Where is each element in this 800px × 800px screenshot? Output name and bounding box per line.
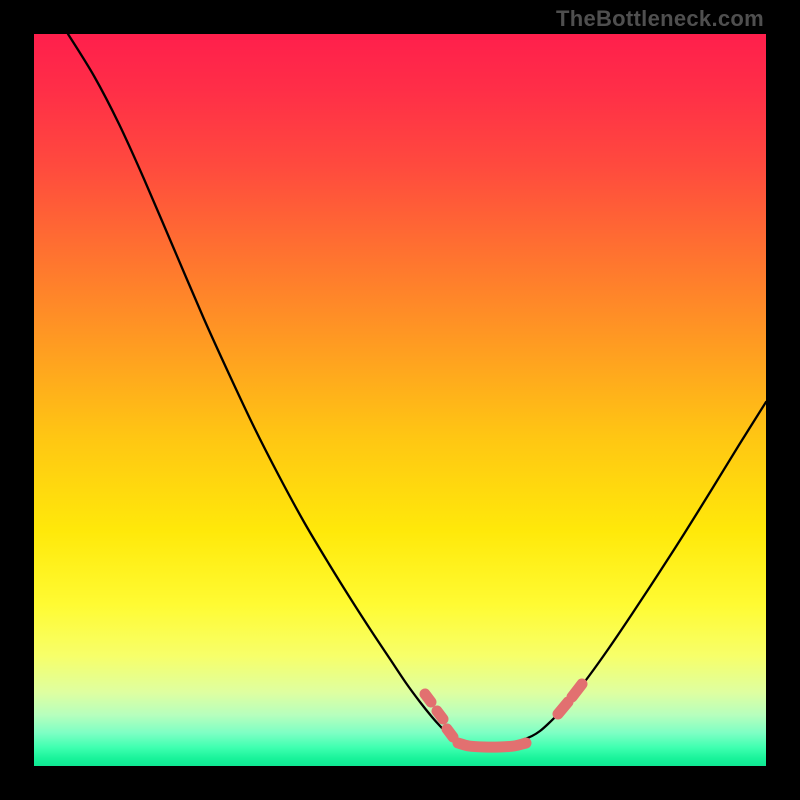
plot-area [34, 34, 766, 766]
highlight-segment-1 [437, 711, 443, 719]
highlight-segment-3 [458, 743, 526, 747]
main-curve [68, 34, 766, 744]
watermark-text: TheBottleneck.com [556, 6, 764, 32]
highlight-segment-4 [558, 702, 568, 714]
highlight-segment-2 [447, 729, 453, 737]
highlight-segment-0 [425, 694, 431, 702]
highlight-segment-5 [572, 684, 582, 697]
chart-svg [34, 34, 766, 766]
